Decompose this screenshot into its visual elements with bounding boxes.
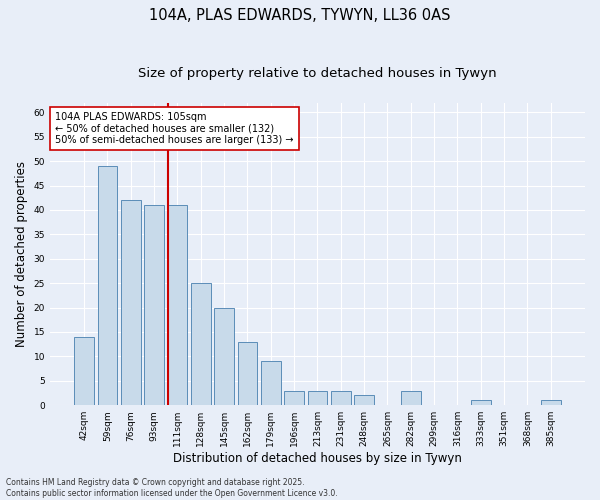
- Bar: [308, 390, 328, 405]
- Text: 104A, PLAS EDWARDS, TYWYN, LL36 0AS: 104A, PLAS EDWARDS, TYWYN, LL36 0AS: [149, 8, 451, 22]
- Bar: [144, 205, 164, 405]
- Bar: [98, 166, 118, 405]
- Bar: [167, 205, 187, 405]
- Y-axis label: Number of detached properties: Number of detached properties: [15, 161, 28, 347]
- Bar: [191, 283, 211, 405]
- Bar: [74, 337, 94, 405]
- Bar: [354, 396, 374, 405]
- Bar: [331, 390, 351, 405]
- X-axis label: Distribution of detached houses by size in Tywyn: Distribution of detached houses by size …: [173, 452, 462, 465]
- Text: Contains HM Land Registry data © Crown copyright and database right 2025.
Contai: Contains HM Land Registry data © Crown c…: [6, 478, 338, 498]
- Bar: [261, 362, 281, 405]
- Bar: [541, 400, 560, 405]
- Text: 104A PLAS EDWARDS: 105sqm
← 50% of detached houses are smaller (132)
50% of semi: 104A PLAS EDWARDS: 105sqm ← 50% of detac…: [55, 112, 294, 145]
- Bar: [214, 308, 234, 405]
- Bar: [121, 200, 141, 405]
- Bar: [238, 342, 257, 405]
- Bar: [284, 390, 304, 405]
- Title: Size of property relative to detached houses in Tywyn: Size of property relative to detached ho…: [138, 68, 497, 80]
- Bar: [401, 390, 421, 405]
- Bar: [471, 400, 491, 405]
